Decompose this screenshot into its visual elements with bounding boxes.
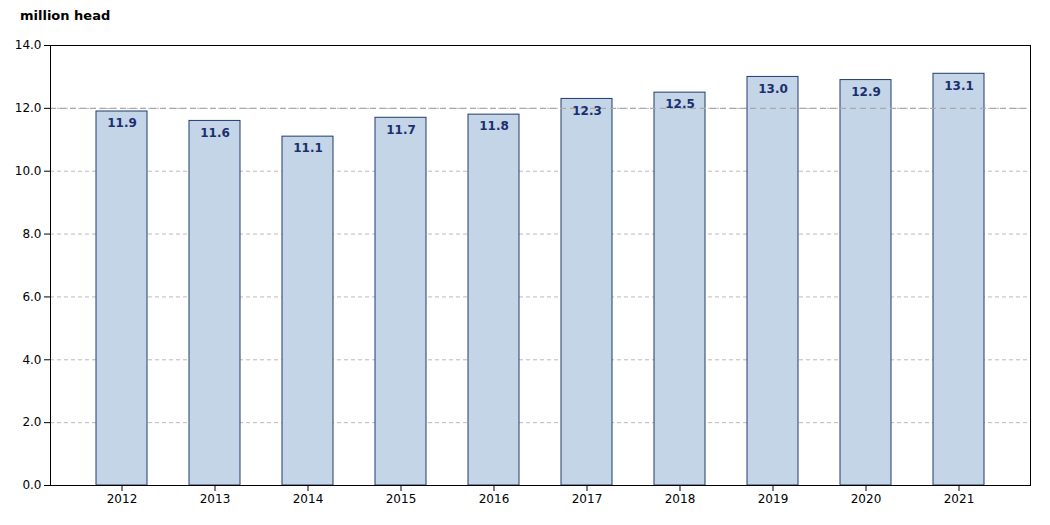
svg-text:2017: 2017 bbox=[572, 492, 603, 506]
svg-text:2020: 2020 bbox=[851, 492, 882, 506]
svg-text:14.0: 14.0 bbox=[15, 38, 42, 52]
svg-text:4.0: 4.0 bbox=[22, 353, 41, 367]
svg-text:13.1: 13.1 bbox=[944, 79, 974, 93]
svg-text:2013: 2013 bbox=[200, 492, 231, 506]
svg-text:2014: 2014 bbox=[293, 492, 324, 506]
svg-text:11.6: 11.6 bbox=[200, 126, 230, 140]
svg-text:6.0: 6.0 bbox=[22, 290, 41, 304]
svg-text:0.0: 0.0 bbox=[22, 478, 41, 492]
svg-text:8.0: 8.0 bbox=[22, 227, 41, 241]
svg-text:11.9: 11.9 bbox=[107, 116, 137, 130]
svg-text:11.1: 11.1 bbox=[293, 141, 323, 155]
svg-text:2012: 2012 bbox=[107, 492, 138, 506]
svg-text:2021: 2021 bbox=[944, 492, 975, 506]
svg-text:10.0: 10.0 bbox=[15, 164, 42, 178]
svg-text:13.0: 13.0 bbox=[758, 82, 788, 96]
svg-text:2019: 2019 bbox=[758, 492, 789, 506]
svg-text:11.7: 11.7 bbox=[386, 123, 416, 137]
svg-text:12.5: 12.5 bbox=[665, 97, 695, 111]
svg-text:2015: 2015 bbox=[386, 492, 417, 506]
svg-text:2018: 2018 bbox=[665, 492, 696, 506]
svg-text:12.9: 12.9 bbox=[851, 85, 881, 99]
html-text:million head: million head bbox=[20, 8, 111, 23]
svg-text:2016: 2016 bbox=[479, 492, 510, 506]
svg-text:12.0: 12.0 bbox=[15, 101, 42, 115]
svg-text:11.8: 11.8 bbox=[479, 119, 509, 133]
svg-text:12.3: 12.3 bbox=[572, 104, 602, 118]
svg-text:2.0: 2.0 bbox=[22, 415, 41, 429]
